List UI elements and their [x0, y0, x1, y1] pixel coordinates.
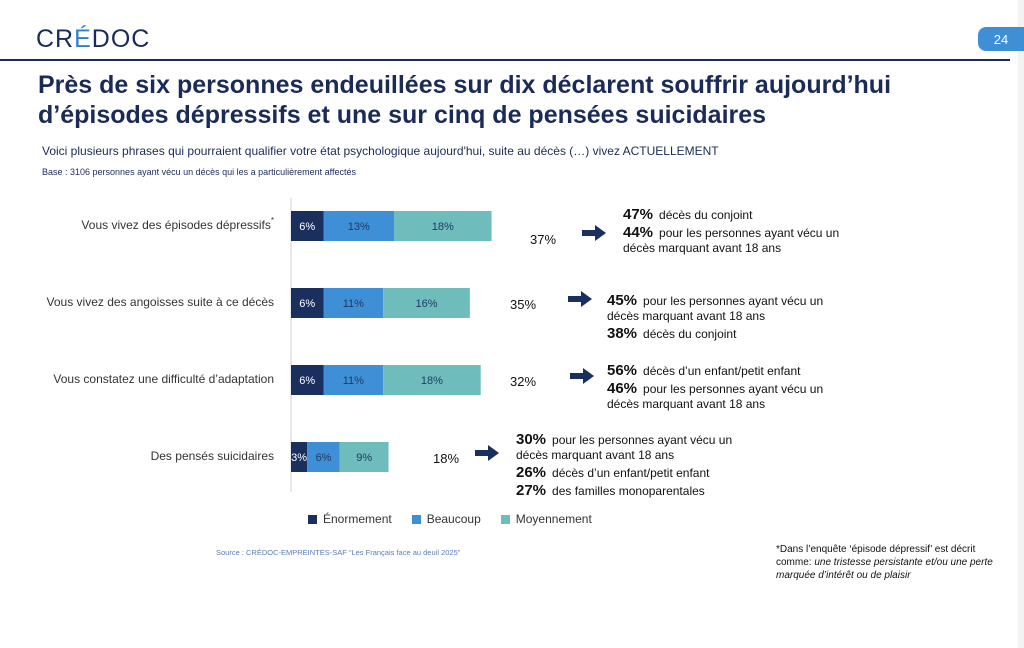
legend-item-moyennement: Moyennement [500, 512, 592, 526]
detail-line: 26% décès d’un enfant/petit enfant [516, 465, 756, 481]
source-note: Source : CRÉDOC-EMPREINTES-SAF “Les Fran… [216, 548, 461, 557]
total-value: 18% [433, 451, 460, 466]
page-number: 24 [978, 27, 1024, 51]
detail-line: 44% pour les personnes ayant vécu un décè… [623, 225, 848, 256]
detail-block: 30% pour les personnes ayant vécu un décè… [516, 432, 756, 501]
bar-segment-enormement [291, 211, 324, 241]
detail-text: pour les personnes ayant vécu un décès m… [623, 226, 840, 255]
legend-swatch [500, 514, 510, 524]
bar-data-label: 18% [421, 375, 443, 387]
category-label: Vous constatez une difficulté d’adaptati… [53, 372, 274, 386]
legend-swatch [411, 514, 421, 524]
total-value: 32% [510, 374, 537, 389]
category-label: Vous vivez des angoisses suite à ce décè… [46, 295, 274, 309]
legend-label: Énormement [323, 512, 392, 526]
total-value: 37% [530, 232, 557, 247]
detail-percent: 45% [607, 292, 638, 309]
legend-label: Beaucoup [426, 512, 481, 526]
total-value: 35% [510, 297, 537, 312]
bar-data-label: 6% [299, 221, 315, 233]
legend-label: Moyennement [515, 512, 592, 526]
detail-line: 30% pour les personnes ayant vécu un décè… [516, 432, 756, 463]
detail-text: pour les personnes ayant vécu un décès m… [516, 433, 733, 462]
bar-data-label: 9% [356, 452, 372, 464]
legend-item-beaucoup: Beaucoup [411, 512, 481, 526]
detail-percent: 46% [607, 380, 638, 397]
footnote: *Dans l’enquête ‘épisode dépressif’ est … [776, 544, 993, 581]
bar-data-label: 6% [299, 375, 315, 387]
detail-line: 27% des familles monoparentales [516, 483, 756, 499]
right-arrow-icon [475, 445, 499, 461]
detail-line: 56% décès d’un enfant/petit enfant [607, 363, 832, 379]
footnote-mark: * [270, 216, 274, 225]
bar-data-label: 6% [316, 452, 332, 464]
detail-line: 46% pour les personnes ayant vécu un décè… [607, 381, 832, 412]
bar-segment-beaucoup [323, 288, 384, 318]
bar-segment-enormement [291, 442, 308, 472]
bar-segment-enormement [291, 288, 324, 318]
detail-text: pour les personnes ayant vécu un décès m… [607, 382, 824, 411]
bar-data-label: 11% [343, 375, 364, 387]
bar-data-label: 18% [432, 221, 454, 233]
detail-text: des familles monoparentales [552, 484, 705, 498]
detail-percent: 56% [607, 362, 638, 379]
bar-data-label: 3% [291, 452, 307, 464]
detail-percent: 44% [623, 224, 654, 241]
detail-percent: 27% [516, 482, 547, 499]
bar-data-label: 16% [415, 298, 437, 310]
base-note: Base : 3106 personnes ayant vécu un décè… [42, 167, 357, 177]
right-arrow-icon [570, 368, 594, 384]
header-rule [0, 59, 1010, 61]
detail-line: 47% décès du conjoint [623, 207, 848, 223]
detail-percent: 38% [607, 325, 638, 342]
bar-segment-moyennement [393, 211, 492, 241]
chart-legend: Énormement Beaucoup Moyennement [308, 512, 592, 526]
detail-block: 56% décès d’un enfant/petit enfant 46% pour… [607, 363, 832, 414]
bar-segment-beaucoup [323, 211, 394, 241]
detail-text: décès d’un enfant/petit enfant [643, 364, 801, 378]
detail-line: 45% pour les personnes ayant vécu un décè… [607, 293, 832, 324]
bar-segment-moyennement [339, 442, 389, 472]
detail-text: décès du conjoint [659, 208, 753, 222]
bar-data-label: 11% [343, 298, 364, 310]
bar-segment-enormement [291, 365, 324, 395]
detail-text: décès du conjoint [643, 327, 737, 341]
bar-data-label: 13% [348, 221, 370, 233]
detail-block: 47% décès du conjoint 44% pour les personne… [623, 207, 848, 258]
category-label: Des pensés suicidaires [150, 449, 274, 463]
credoc-logo: CRÉDOC [36, 25, 151, 53]
slide-title: Près de six personnes endeuillées sur di… [38, 71, 892, 129]
right-arrow-icon [582, 225, 606, 241]
bar-segment-moyennement [383, 365, 481, 395]
bar-segment-beaucoup [307, 442, 340, 472]
legend-swatch [308, 514, 317, 524]
detail-percent: 30% [516, 431, 547, 448]
right-arrow-icon [568, 291, 592, 307]
detail-text: décès d’un enfant/petit enfant [552, 466, 710, 480]
detail-percent: 47% [623, 206, 654, 223]
detail-text: pour les personnes ayant vécu un décès m… [607, 294, 824, 323]
legend-item-enormement: Énormement [308, 512, 392, 526]
detail-percent: 26% [516, 464, 547, 481]
question-subtitle: Voici plusieurs phrases qui pourraient q… [42, 144, 719, 158]
bar-segment-moyennement [383, 288, 470, 318]
detail-line: 38% décès du conjoint [607, 326, 832, 342]
bar-data-label: 6% [299, 298, 315, 310]
bar-segment-beaucoup [323, 365, 384, 395]
detail-block: 45% pour les personnes ayant vécu un décè… [607, 293, 832, 344]
category-label: Vous vivez des épisodes dépressifs* [81, 216, 274, 232]
